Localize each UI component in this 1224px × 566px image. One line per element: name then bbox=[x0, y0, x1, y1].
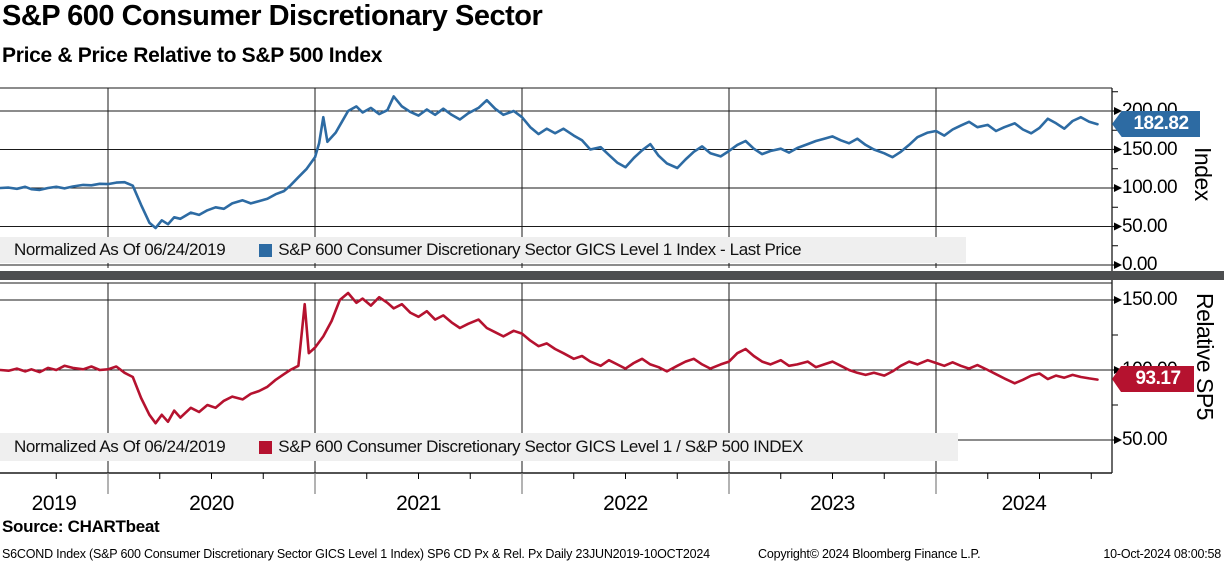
axis-title-index: Index bbox=[1190, 147, 1216, 201]
ytick-label: 150.00 bbox=[1122, 138, 1178, 160]
series-label-relative: S&P 600 Consumer Discretionary Sector GI… bbox=[278, 437, 804, 456]
panel-divider bbox=[0, 271, 1224, 280]
ytick-arrow-icon bbox=[1114, 436, 1122, 444]
ytick-arrow-icon bbox=[1114, 184, 1122, 192]
x-axis-year-label: 2022 bbox=[603, 492, 648, 515]
axis-title-relative-sp5: Relative SP5 bbox=[1192, 293, 1218, 420]
ytick-arrow-icon bbox=[1114, 222, 1122, 231]
legend-index-panel[interactable]: Normalized As Of 06/24/2019 S&P 600 Cons… bbox=[0, 237, 966, 263]
ytick-label: 100.00 bbox=[1122, 177, 1178, 198]
last-price-flag-relative: 93.17 bbox=[1112, 366, 1194, 392]
footer-copyright: Copyright© 2024 Bloomberg Finance L.P. bbox=[758, 547, 981, 561]
x-axis-year-label: 2023 bbox=[810, 492, 855, 515]
x-axis-year-label: 2020 bbox=[189, 492, 234, 515]
normalized-note: Normalized As Of 06/24/2019 bbox=[14, 437, 226, 456]
ytick-arrow-icon bbox=[1114, 145, 1122, 154]
price-line-index bbox=[0, 95, 1099, 230]
footer: S6COND Index (S&P 600 Consumer Discretio… bbox=[0, 547, 1224, 565]
series-swatch-red-icon bbox=[259, 440, 273, 454]
page-title: S&P 600 Consumer Discretionary Sector bbox=[2, 0, 543, 32]
ytick-arrow-icon bbox=[1114, 261, 1122, 269]
ytick-arrow-icon bbox=[1114, 296, 1122, 304]
normalized-note: Normalized As Of 06/24/2019 bbox=[14, 240, 226, 259]
series-label-index: S&P 600 Consumer Discretionary Sector GI… bbox=[278, 240, 802, 259]
x-axis-year-label: 2021 bbox=[396, 492, 441, 515]
ytick-label: 50.00 bbox=[1122, 215, 1168, 237]
ytick-label: 0.00 bbox=[1122, 254, 1157, 275]
footer-timestamp: 10-Oct-2024 08:00:58 bbox=[1103, 547, 1221, 561]
ytick-arrow-icon bbox=[1114, 107, 1122, 115]
price-line-relative bbox=[0, 291, 1099, 425]
source-line: Source: CHARTbeat bbox=[2, 517, 160, 536]
ytick-label: 50.00 bbox=[1122, 429, 1168, 450]
page-subtitle: Price & Price Relative to S&P 500 Index bbox=[2, 44, 383, 67]
legend-relative-panel[interactable]: Normalized As Of 06/24/2019 S&P 600 Cons… bbox=[0, 433, 958, 461]
last-price-flag-index: 182.82 bbox=[1112, 111, 1200, 137]
ytick-arrow-icon bbox=[1114, 366, 1122, 374]
x-axis-year-label: 2019 bbox=[31, 492, 77, 515]
ytick-label: 150.00 bbox=[1122, 289, 1178, 310]
series-swatch-blue-icon bbox=[259, 243, 273, 257]
x-axis-year-label: 2024 bbox=[1001, 492, 1047, 515]
footer-security-info: S6COND Index (S&P 600 Consumer Discretio… bbox=[2, 547, 710, 561]
